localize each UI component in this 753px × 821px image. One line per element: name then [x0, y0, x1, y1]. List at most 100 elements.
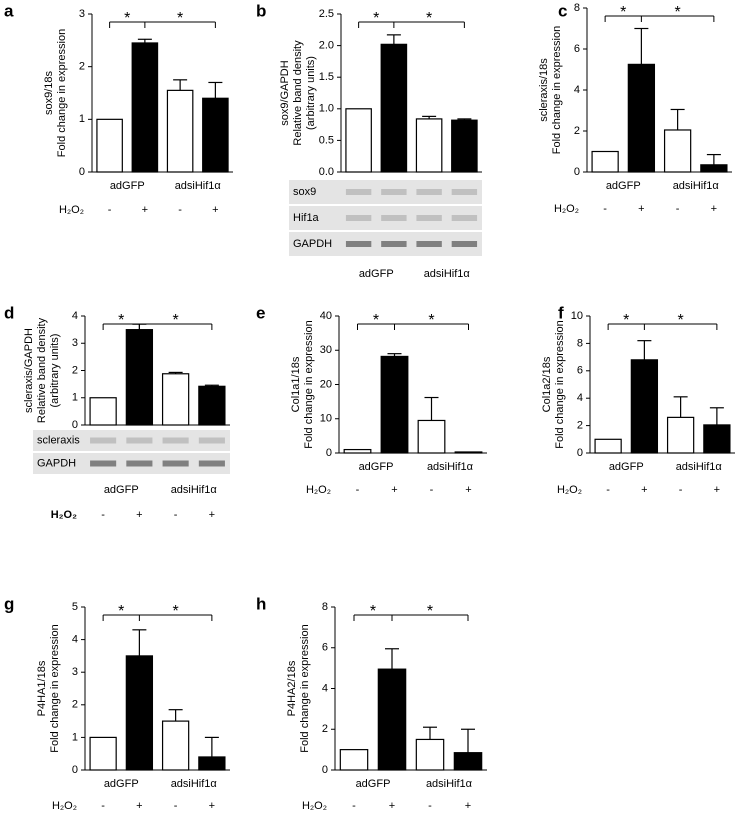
y-tick-label: 1 — [72, 731, 78, 743]
error-bar — [637, 340, 652, 360]
significance-star: * — [124, 10, 130, 27]
group-label: adsiHif1α — [171, 484, 218, 496]
bar — [161, 720, 190, 771]
bar — [198, 385, 226, 426]
y-axis-label: Fold change in expression — [56, 29, 68, 157]
significance-bracket — [357, 323, 469, 330]
y-tick-label: 2.5 — [319, 8, 334, 20]
treatment-sign: + — [136, 800, 142, 812]
significance-bracket — [353, 614, 469, 621]
error-bar — [132, 629, 147, 656]
blot-band — [416, 189, 442, 195]
bar — [380, 355, 409, 454]
y-tick-label: 8 — [574, 2, 580, 14]
y-tick-label: 0.0 — [319, 166, 334, 178]
y-tick-label: 1 — [72, 392, 78, 404]
treatment-sign: + — [209, 509, 215, 521]
significance-star: * — [426, 10, 432, 27]
y-axis-label: P4HA1/18s — [36, 660, 48, 716]
blot-strip — [33, 430, 230, 451]
y-axis-label: (arbitrary units) — [49, 334, 61, 408]
panel-letter: f — [558, 303, 564, 322]
y-tick-label: 4 — [72, 634, 78, 646]
panel-letter: c — [558, 1, 567, 20]
blot-band — [345, 241, 372, 247]
group-label: adGFP — [609, 461, 644, 473]
y-axis-label: P4HA2/18s — [286, 660, 298, 716]
error-bar — [386, 34, 401, 45]
bar — [454, 451, 483, 454]
y-axis-label: scleraxis/18s — [538, 58, 550, 122]
bar — [96, 118, 123, 173]
treatment-sign: + — [641, 484, 647, 496]
treatment-sign: + — [714, 484, 720, 496]
significance-star: * — [118, 312, 124, 329]
group-label: adGFP — [104, 778, 139, 790]
bar — [125, 655, 154, 771]
blot-label: scleraxis — [37, 434, 80, 446]
y-tick-label: 0 — [577, 447, 583, 459]
y-tick-label: 1.5 — [319, 71, 334, 83]
treatment-sign: + — [638, 203, 644, 215]
error-bar — [673, 396, 688, 418]
y-tick-label: 2 — [574, 125, 580, 137]
y-tick-label: 0 — [326, 447, 332, 459]
treatment-sign: - — [178, 204, 182, 216]
y-tick-label: 2.0 — [319, 40, 334, 52]
bar — [343, 448, 372, 454]
bar — [345, 108, 372, 173]
bar — [202, 97, 229, 173]
bar — [161, 373, 190, 426]
treatment-sign: - — [676, 203, 680, 215]
treatment-label: H₂O₂ — [306, 484, 331, 496]
blot-band — [198, 460, 225, 467]
y-tick-label: 4 — [72, 310, 78, 322]
blot-label: GAPDH — [37, 457, 76, 469]
error-bar — [168, 371, 183, 374]
bar — [700, 164, 728, 173]
bar — [451, 119, 478, 173]
bar — [380, 43, 408, 173]
y-tick-label: 20 — [320, 378, 332, 390]
error-bar — [457, 118, 472, 121]
blot-band — [381, 189, 407, 195]
blot-label: GAPDH — [293, 238, 332, 250]
treatment-sign: + — [389, 800, 395, 812]
error-bar — [385, 648, 399, 670]
bar — [453, 752, 483, 771]
y-axis-label: (arbitrary units) — [305, 56, 317, 130]
blot-label: sox9 — [293, 186, 316, 198]
treatment-sign: + — [465, 800, 471, 812]
error-bar — [173, 79, 188, 91]
blot-band — [162, 437, 189, 444]
treatment-sign: - — [679, 484, 683, 496]
panel-letter: b — [256, 1, 266, 20]
error-bar — [208, 81, 223, 99]
y-tick-label: 2 — [72, 364, 78, 376]
bar — [125, 329, 154, 426]
blot-band — [451, 215, 478, 221]
bar — [591, 150, 619, 173]
error-bar — [137, 38, 152, 43]
treatment-sign: - — [174, 509, 178, 521]
blot-band — [126, 437, 153, 444]
significance-star: * — [623, 312, 629, 329]
bar — [89, 736, 117, 771]
y-axis-label: Fold change in expression — [303, 320, 315, 448]
y-axis-label: Fold change in expression — [551, 26, 563, 154]
y-tick-label: 3 — [72, 666, 78, 678]
significance-bracket — [102, 614, 213, 621]
y-tick-label: 0 — [72, 419, 78, 431]
group-label: adsiHif1α — [426, 778, 473, 790]
treatment-sign: - — [352, 800, 356, 812]
y-tick-label: 6 — [577, 365, 583, 377]
error-bar — [634, 27, 649, 65]
y-tick-label: 5 — [72, 601, 78, 613]
y-axis-label: Relative band density — [292, 40, 304, 146]
y-tick-label: 0 — [574, 166, 580, 178]
y-axis-label: Col1a1/18s — [290, 356, 302, 412]
treatment-label: H₂O₂ — [302, 800, 327, 812]
error-bar — [204, 384, 219, 387]
y-tick-label: 0.5 — [319, 134, 334, 146]
